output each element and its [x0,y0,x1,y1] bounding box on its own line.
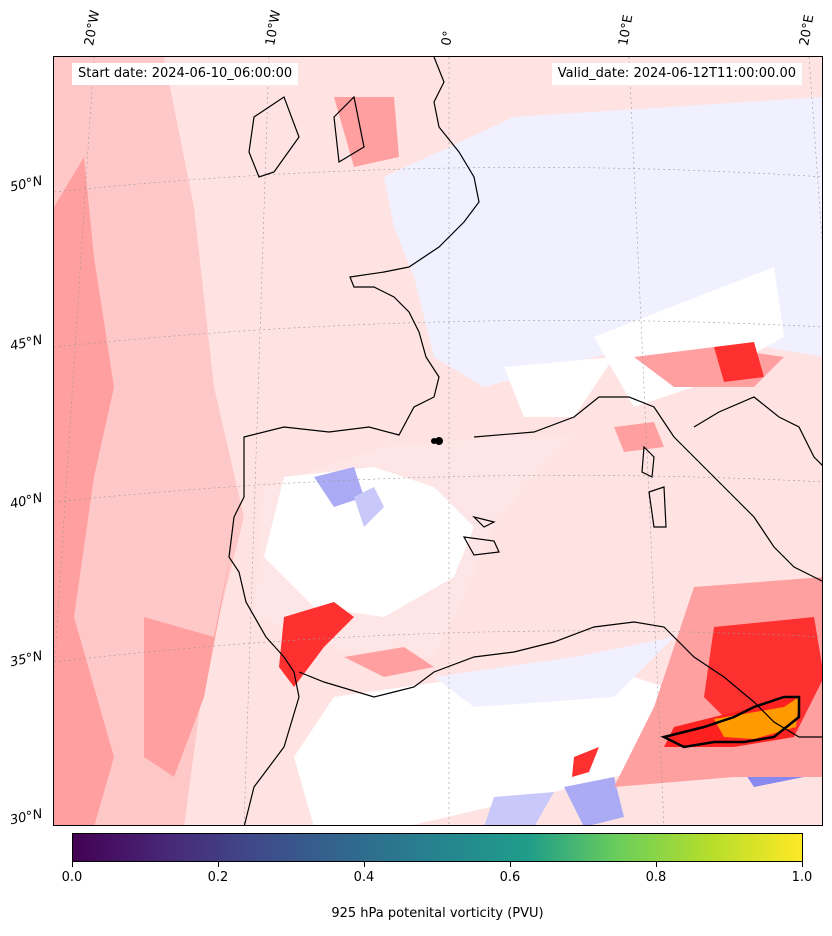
colorbar-tick [802,862,803,867]
france-zero [504,357,614,417]
iberia-zero [264,467,474,617]
start-date-label: Start date: 2024-06-10_06:00:00 [72,63,299,85]
colorbar-tick-label: 0.0 [61,870,83,885]
lon-label-20e: 20°E [797,13,818,47]
colorbar-tick [656,862,657,867]
pv-peak [714,697,799,739]
sardinia-positive [614,422,664,452]
africa-neutral [434,637,674,707]
uk-positive [334,97,399,167]
colorbar-tick [72,862,73,867]
colorbar-tick-label: 0.6 [499,870,521,885]
colorbar-title: 925 hPa potenital vorticity (PVU) [331,906,544,921]
colorbar-tick [218,862,219,867]
lon-label-0: 0° [439,29,457,47]
africa-zero [294,657,754,825]
lon-label-10e: 10°E [616,13,637,47]
lon-label-20w: 20°W [82,9,104,48]
lon-label-10w: 10°W [263,9,285,48]
pv-field-map [54,57,822,825]
graticule [54,57,822,825]
alboran-band [344,647,434,677]
colorbar [72,833,803,862]
negative-patch [564,777,624,825]
lat-label-50n: 50°N [8,173,44,196]
negative-patch [314,467,364,507]
colorbar-tick [510,862,511,867]
lat-label-30n: 30°N [8,806,44,829]
portugal-coast-band [144,537,234,777]
lat-label-45n: 45°N [8,332,44,355]
point-marker [435,437,443,445]
atlantic-strong-band [54,157,114,825]
valid-date-label: Valid_date: 2024-06-12T11:00:00.00 [551,63,802,85]
colorbar-tick [364,862,365,867]
lat-label-35n: 35°N [8,648,44,671]
negative-patch [354,487,384,527]
colorbar-tick-label: 1.0 [791,870,813,885]
colorbar-tick-label: 0.2 [207,870,229,885]
map-panel [53,56,823,826]
lat-label-40n: 40°N [8,490,44,513]
gibraltar-strong [279,602,354,687]
colorbar-tick-label: 0.8 [645,870,667,885]
point-marker [431,438,437,444]
alps-zero [594,267,784,407]
small-strong-patch [572,747,599,777]
negative-patch [484,792,554,825]
colorbar-tick-label: 0.4 [353,870,375,885]
italy-strong [714,342,764,382]
pv-contour [660,695,801,749]
